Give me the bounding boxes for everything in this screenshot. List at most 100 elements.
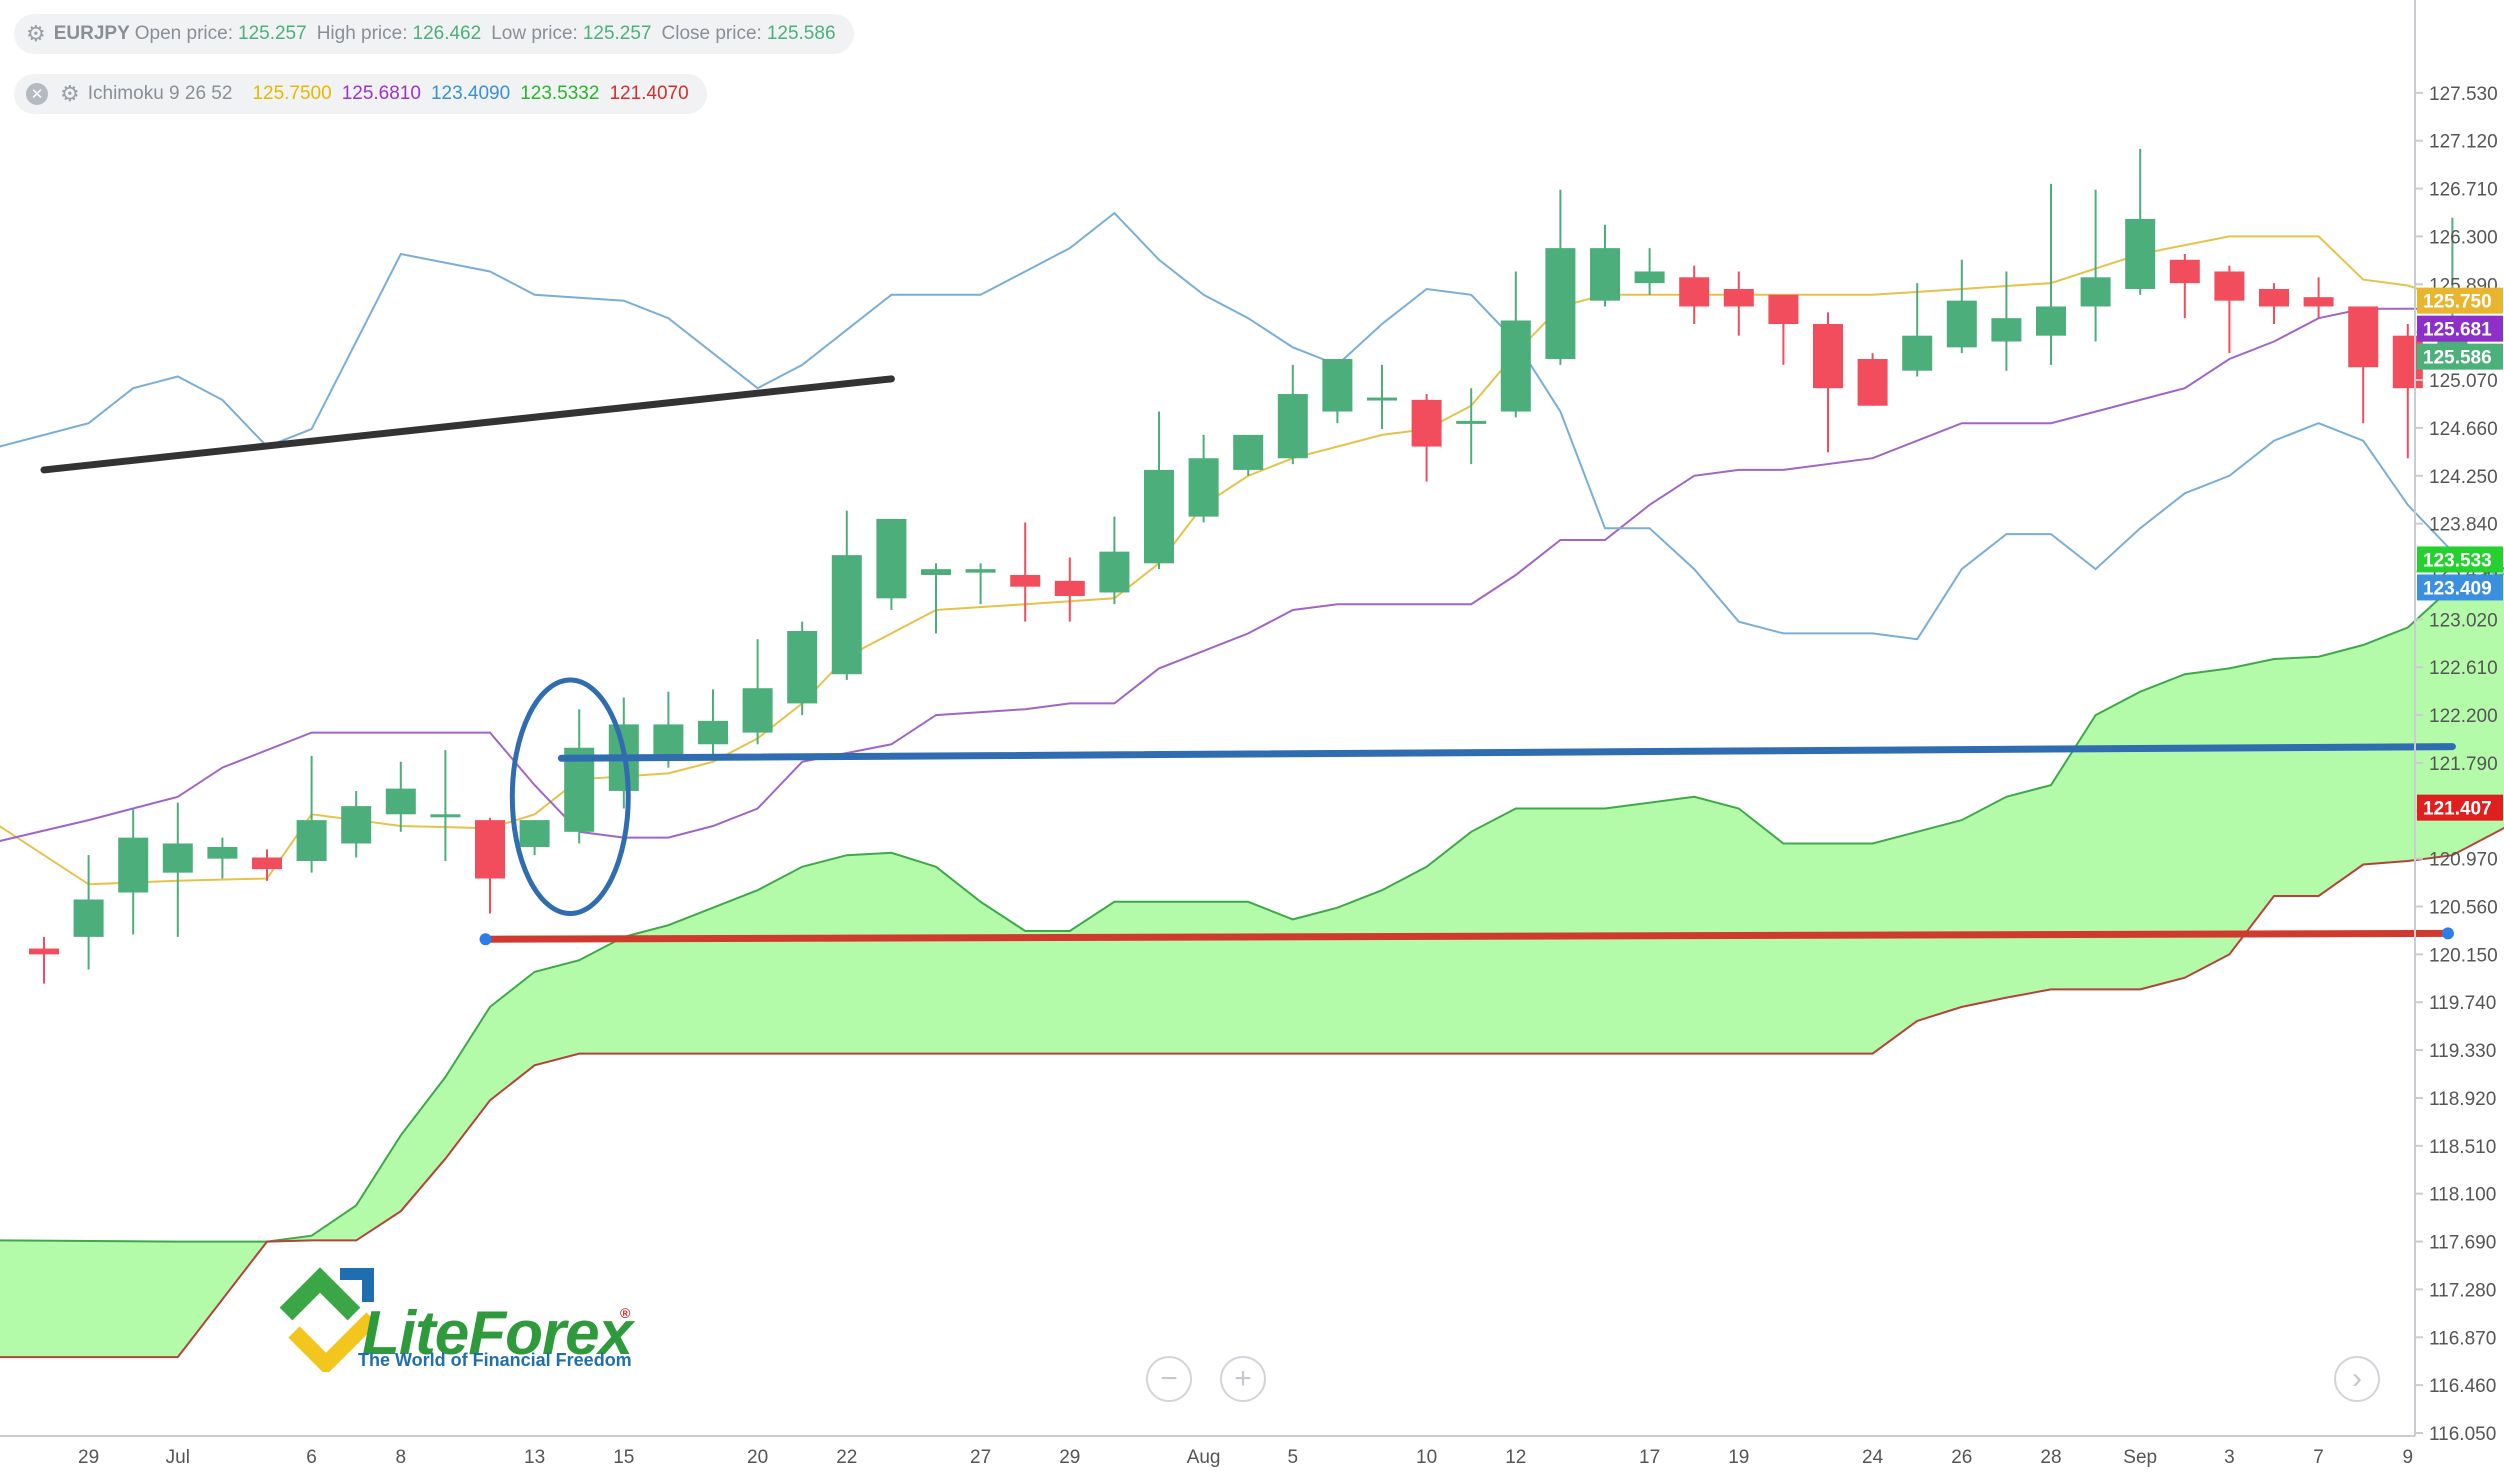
scroll-next-button[interactable]: › (2334, 1356, 2380, 1402)
candle-body (1768, 294, 1799, 325)
price-tick-label: 116.460 (2429, 1376, 2496, 1397)
candle-bearish (2214, 265, 2245, 354)
candle-body (1010, 574, 1041, 587)
time-tick-label: 9 (2403, 1447, 2414, 1468)
candle-bullish (73, 855, 104, 970)
candle-body (787, 631, 818, 704)
time-tick-label: Aug (1187, 1447, 1221, 1468)
trend-line (557, 743, 2456, 762)
candle-body (1634, 271, 1665, 284)
price-tag-box (2417, 287, 2503, 314)
candle-bearish (1723, 271, 1754, 336)
candles (29, 148, 2468, 984)
price-tag: 125.681 (2417, 315, 2503, 342)
line-kijun (0, 307, 2453, 842)
logo-tagline: The World of Financial Freedom (358, 1350, 632, 1370)
candle-bullish (385, 761, 416, 832)
candle-bearish (1054, 557, 1085, 622)
price-tick-label: 119.740 (2429, 993, 2496, 1014)
candle-bullish (876, 518, 907, 611)
candle-body (2348, 306, 2379, 368)
candle-body (1456, 420, 1487, 424)
remove-indicator-icon[interactable]: ✕ (26, 83, 48, 105)
price-tick-label: 123.840 (2429, 515, 2498, 536)
time-tick-label: 22 (836, 1447, 857, 1468)
price-tick-label: 123.020 (2429, 610, 2498, 631)
price-tick-label: 116.050 (2429, 1424, 2496, 1445)
price-tag: 123.409 (2417, 574, 2503, 601)
price-tick-label: 118.920 (2429, 1089, 2496, 1110)
span-a-value: 123.5332 (520, 83, 600, 104)
price-tick-label: 124.250 (2429, 467, 2498, 488)
price-tick-label: 118.510 (2429, 1137, 2496, 1158)
time-tick-label: 24 (1862, 1447, 1884, 1468)
settings-gear-icon[interactable]: ⚙ (26, 21, 46, 46)
candle-bearish (252, 849, 282, 881)
indicator-settings-gear-icon[interactable]: ⚙ (60, 81, 80, 106)
candle-bullish (118, 808, 149, 935)
trend-line (482, 929, 2452, 943)
time-tick-label: 3 (2224, 1447, 2235, 1468)
candle-bullish (2125, 148, 2156, 295)
candle-body (1367, 397, 1397, 401)
price-tag-box (2417, 574, 2503, 601)
candle-body (2214, 271, 2245, 301)
price-tag: 123.533 (2417, 546, 2503, 573)
indicator-info-bar: ✕ ⚙ Ichimoku 9 26 52 125.7500 125.6810 1… (14, 74, 707, 114)
candle-bullish (1188, 434, 1219, 523)
time-tick-label: 15 (613, 1447, 634, 1468)
candle-body (1054, 580, 1085, 596)
price-tag: 121.407 (2417, 794, 2503, 821)
candle-bullish (698, 689, 728, 756)
price-tick-label: 120.970 (2429, 850, 2498, 871)
candle-body (1723, 288, 1754, 307)
price-tick-label: 118.100 (2429, 1185, 2496, 1206)
candle-body (921, 569, 951, 575)
line-chikou (0, 211, 2504, 641)
candle-body (207, 846, 238, 859)
candle-body (1233, 434, 1264, 470)
price-tick-label: 122.610 (2429, 658, 2498, 679)
time-tick-label: 28 (2040, 1447, 2061, 1468)
candle-bullish (341, 790, 372, 858)
candle-body (2125, 218, 2156, 289)
time-tick-label: 5 (1288, 1447, 1299, 1468)
ichimoku-cloud (0, 568, 2504, 1358)
candle-body (1411, 399, 1442, 447)
logo-registered-mark: ® (620, 1305, 631, 1321)
candle-bullish (1322, 359, 1353, 424)
candle-body (1991, 318, 2022, 342)
candle-body (965, 569, 996, 573)
candle-body (2080, 277, 2111, 307)
candle-body (519, 820, 550, 847)
candle-body (341, 806, 372, 844)
candle-bullish (742, 639, 773, 745)
candle-body (698, 720, 728, 745)
candle-bullish (2080, 189, 2111, 342)
candle-bullish (1590, 224, 1620, 307)
candle-bearish (475, 817, 505, 914)
zoom-out-button[interactable]: − (1146, 1356, 1192, 1402)
price-tick-label: 119.330 (2429, 1041, 2496, 1062)
time-tick-label: 6 (306, 1447, 317, 1468)
time-tick-label: 8 (396, 1447, 407, 1468)
trend-line (40, 375, 895, 474)
zoom-in-button[interactable]: + (1220, 1356, 1266, 1402)
price-tag-box (2417, 546, 2503, 573)
candle-body (296, 820, 327, 861)
candle-body (876, 518, 907, 599)
candle-body (1545, 248, 1576, 360)
candle-bullish (1902, 283, 1933, 377)
candle-body (2259, 288, 2289, 307)
indicator-lines (0, 211, 2504, 1359)
time-tick-label: 10 (1416, 1447, 1437, 1468)
price-tag-box (2417, 315, 2503, 342)
time-axis[interactable]: 29 Jul 6 8 13 15 20 22 27 29 Aug 5 10 12 17 19 24 26 28 Sep… (0, 1435, 2415, 1468)
candle-bullish (519, 820, 550, 856)
time-tick-label: 13 (524, 1447, 545, 1468)
candle-bullish (430, 750, 461, 861)
candle-body (831, 555, 862, 675)
candle-body (1679, 277, 1710, 307)
candle-bearish (1768, 294, 1799, 365)
